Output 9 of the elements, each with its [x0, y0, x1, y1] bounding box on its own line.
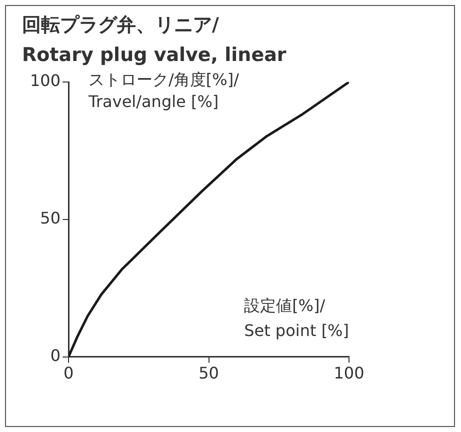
- x-tick-label: 50: [198, 364, 219, 383]
- y-tick-label: 0: [50, 346, 61, 365]
- x-tick-label: 100: [334, 364, 364, 383]
- y-tick-label: 50: [40, 208, 61, 228]
- x-axis-title: 設定値[%]/ Set point [%]: [244, 296, 349, 340]
- y-axis-title: ストローク/角度[%]/ Travel/angle [%]: [88, 70, 240, 112]
- chart-title: 回転プラグ弁、リニア/ Rotary plug valve, linear: [22, 13, 286, 68]
- x-tick-label: 0: [63, 364, 74, 383]
- y-tick-label: 100: [30, 71, 61, 90]
